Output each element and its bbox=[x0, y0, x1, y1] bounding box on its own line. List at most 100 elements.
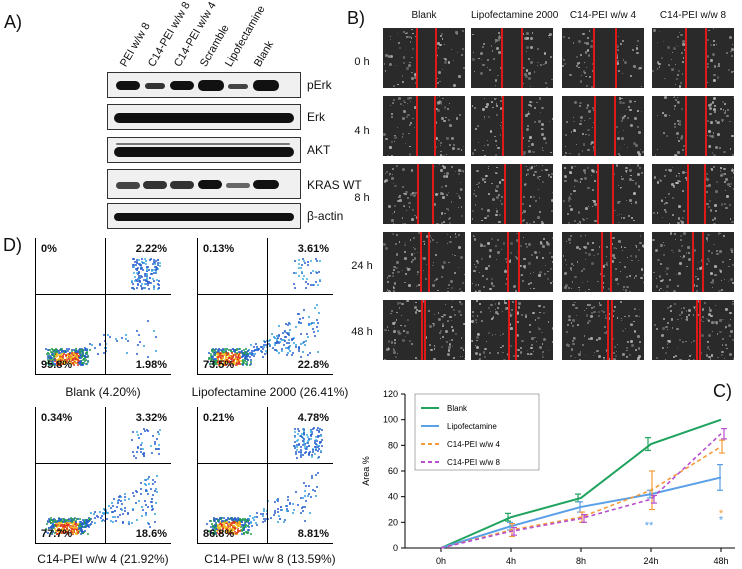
cell-speck bbox=[492, 285, 495, 288]
flow-event bbox=[222, 353, 224, 356]
cell-speck bbox=[621, 319, 623, 321]
flow-event bbox=[236, 353, 239, 356]
cell-speck bbox=[658, 275, 661, 278]
cell-speck bbox=[433, 348, 436, 350]
legend-label: C14-PEI w/w 4 bbox=[447, 440, 500, 449]
flow-event bbox=[227, 356, 230, 359]
cell-speck bbox=[449, 236, 452, 238]
flow-event bbox=[60, 354, 63, 357]
flow-event bbox=[307, 336, 310, 339]
flow-event bbox=[226, 518, 229, 521]
cell-speck bbox=[399, 194, 401, 197]
flow-event bbox=[301, 510, 304, 513]
cell-speck bbox=[471, 105, 474, 107]
flow-event bbox=[158, 264, 161, 267]
flow-event bbox=[140, 274, 143, 277]
flow-event bbox=[131, 492, 134, 495]
cell-speck bbox=[570, 322, 572, 324]
flow-event bbox=[215, 525, 218, 528]
flow-event bbox=[229, 349, 232, 352]
flow-event bbox=[307, 264, 310, 267]
cell-speck bbox=[396, 311, 398, 314]
cell-speck bbox=[572, 128, 576, 132]
flow-event bbox=[311, 430, 314, 433]
cell-speck bbox=[461, 355, 464, 358]
cell-speck bbox=[392, 223, 395, 224]
cell-speck bbox=[592, 242, 594, 244]
cell-speck bbox=[541, 147, 544, 149]
cell-speck bbox=[688, 355, 692, 358]
flow-event bbox=[211, 355, 213, 358]
cell-speck bbox=[687, 245, 690, 249]
flow-event bbox=[143, 272, 146, 275]
cell-speck bbox=[409, 40, 412, 43]
flow-event bbox=[265, 344, 267, 347]
flow-event bbox=[317, 447, 320, 450]
cell-speck bbox=[591, 205, 593, 208]
flow-event bbox=[82, 523, 85, 525]
cell-speck bbox=[503, 269, 507, 273]
blot-band bbox=[170, 81, 194, 90]
cell-speck bbox=[687, 314, 690, 317]
cell-speck bbox=[486, 340, 488, 342]
flow-event bbox=[94, 516, 97, 519]
flow-event bbox=[138, 341, 141, 343]
cell-speck bbox=[405, 31, 408, 34]
cell-speck bbox=[401, 132, 404, 135]
cell-speck bbox=[666, 284, 670, 288]
cell-speck bbox=[705, 237, 709, 240]
cell-speck bbox=[659, 262, 662, 266]
cell-speck bbox=[502, 333, 504, 336]
flow-event bbox=[80, 360, 83, 362]
cell-speck bbox=[538, 304, 541, 308]
cell-speck bbox=[716, 181, 718, 183]
quadrant-gate-vertical bbox=[267, 407, 268, 543]
flow-event bbox=[150, 501, 152, 504]
cell-speck bbox=[662, 318, 666, 321]
flow-event bbox=[312, 451, 315, 453]
flow-event bbox=[45, 531, 48, 534]
flow-event bbox=[307, 492, 310, 495]
cell-speck bbox=[656, 327, 659, 330]
flow-event bbox=[57, 361, 60, 364]
flow-event bbox=[76, 357, 79, 360]
flow-event bbox=[135, 489, 138, 492]
flow-event bbox=[153, 285, 156, 288]
cell-speck bbox=[472, 57, 475, 61]
flow-event bbox=[52, 519, 55, 522]
flow-event bbox=[100, 515, 103, 518]
quadrant-upper-right-pct: 3.61% bbox=[297, 243, 329, 255]
cell-speck bbox=[437, 312, 440, 314]
cell-speck bbox=[394, 184, 397, 188]
flow-event bbox=[302, 440, 305, 443]
flow-event bbox=[81, 363, 84, 366]
flow-event bbox=[141, 283, 143, 286]
cell-speck bbox=[487, 165, 489, 167]
flow-event bbox=[114, 520, 117, 523]
flow-event bbox=[233, 521, 236, 524]
cell-speck bbox=[407, 103, 409, 105]
flow-event bbox=[227, 531, 230, 534]
flow-event bbox=[57, 363, 60, 366]
flow-event bbox=[316, 456, 319, 459]
cell-speck bbox=[546, 241, 549, 245]
flow-event bbox=[306, 446, 309, 449]
flow-event bbox=[109, 519, 112, 522]
cell-speck bbox=[393, 211, 396, 213]
flow-event bbox=[139, 285, 142, 288]
cell-speck bbox=[411, 47, 414, 50]
cell-speck bbox=[451, 329, 455, 333]
flow-event bbox=[209, 530, 212, 533]
cell-speck bbox=[641, 245, 644, 248]
flow-event bbox=[140, 265, 143, 267]
flow-event bbox=[50, 517, 52, 520]
cell-speck bbox=[568, 196, 570, 198]
flow-event bbox=[310, 429, 312, 432]
cell-speck bbox=[474, 204, 476, 206]
flow-event bbox=[64, 531, 67, 533]
cell-speck bbox=[658, 62, 661, 66]
flow-event bbox=[81, 361, 84, 364]
flow-event bbox=[135, 279, 138, 282]
cell-speck bbox=[727, 183, 731, 187]
cell-speck bbox=[492, 50, 494, 52]
